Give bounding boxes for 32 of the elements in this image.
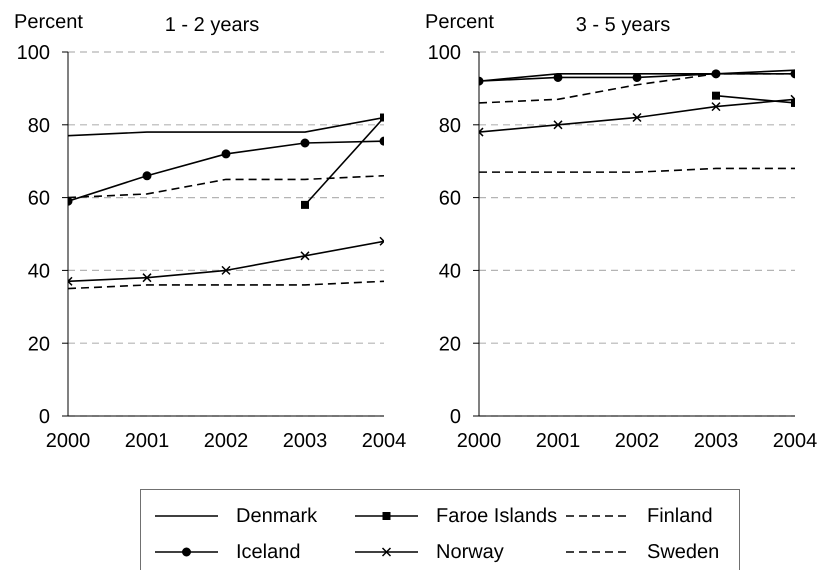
x-tick-label: 2004: [362, 430, 406, 452]
chart-title: 1 - 2 years: [164, 14, 260, 36]
x-tick-label: 2001: [536, 430, 580, 452]
y-tick-label: 100: [16, 42, 50, 64]
y-tick-label: 20: [28, 333, 50, 356]
x-tick-label: 2003: [694, 430, 738, 452]
y-tick-label: 40: [28, 260, 50, 282]
y-tick-label: 0: [38, 406, 50, 428]
x-tick-label: 2000: [46, 430, 90, 452]
y-tick-label: 20: [438, 333, 461, 356]
legend-label: Sweden: [647, 540, 720, 564]
legend-label: Faroe Islands: [436, 504, 558, 528]
x-tick-label: 2002: [204, 430, 248, 452]
y-axis-title: Percent: [425, 10, 494, 34]
x-tick-label: 2004: [772, 430, 818, 452]
y-tick-label: 80: [28, 114, 50, 137]
y-tick-label: 40: [438, 260, 461, 282]
y-tick-label: 0: [450, 406, 461, 428]
legend-label: Norway: [436, 540, 504, 564]
y-axis-title: Percent: [14, 10, 83, 34]
x-tick-label: 2001: [124, 430, 170, 452]
chart-title: 3 - 5 years: [576, 14, 670, 36]
x-tick-label: 2003: [282, 430, 328, 452]
legend-label: Finland: [647, 504, 713, 528]
x-tick-label: 2002: [614, 430, 660, 452]
y-tick-label: 80: [438, 114, 461, 137]
y-tick-label: 60: [438, 188, 461, 210]
x-tick-label: 2000: [456, 430, 502, 452]
y-tick-label: 100: [428, 42, 461, 64]
y-tick-label: 60: [28, 188, 50, 210]
legend-label: Iceland: [236, 540, 300, 564]
legend-label: Denmark: [236, 504, 318, 528]
